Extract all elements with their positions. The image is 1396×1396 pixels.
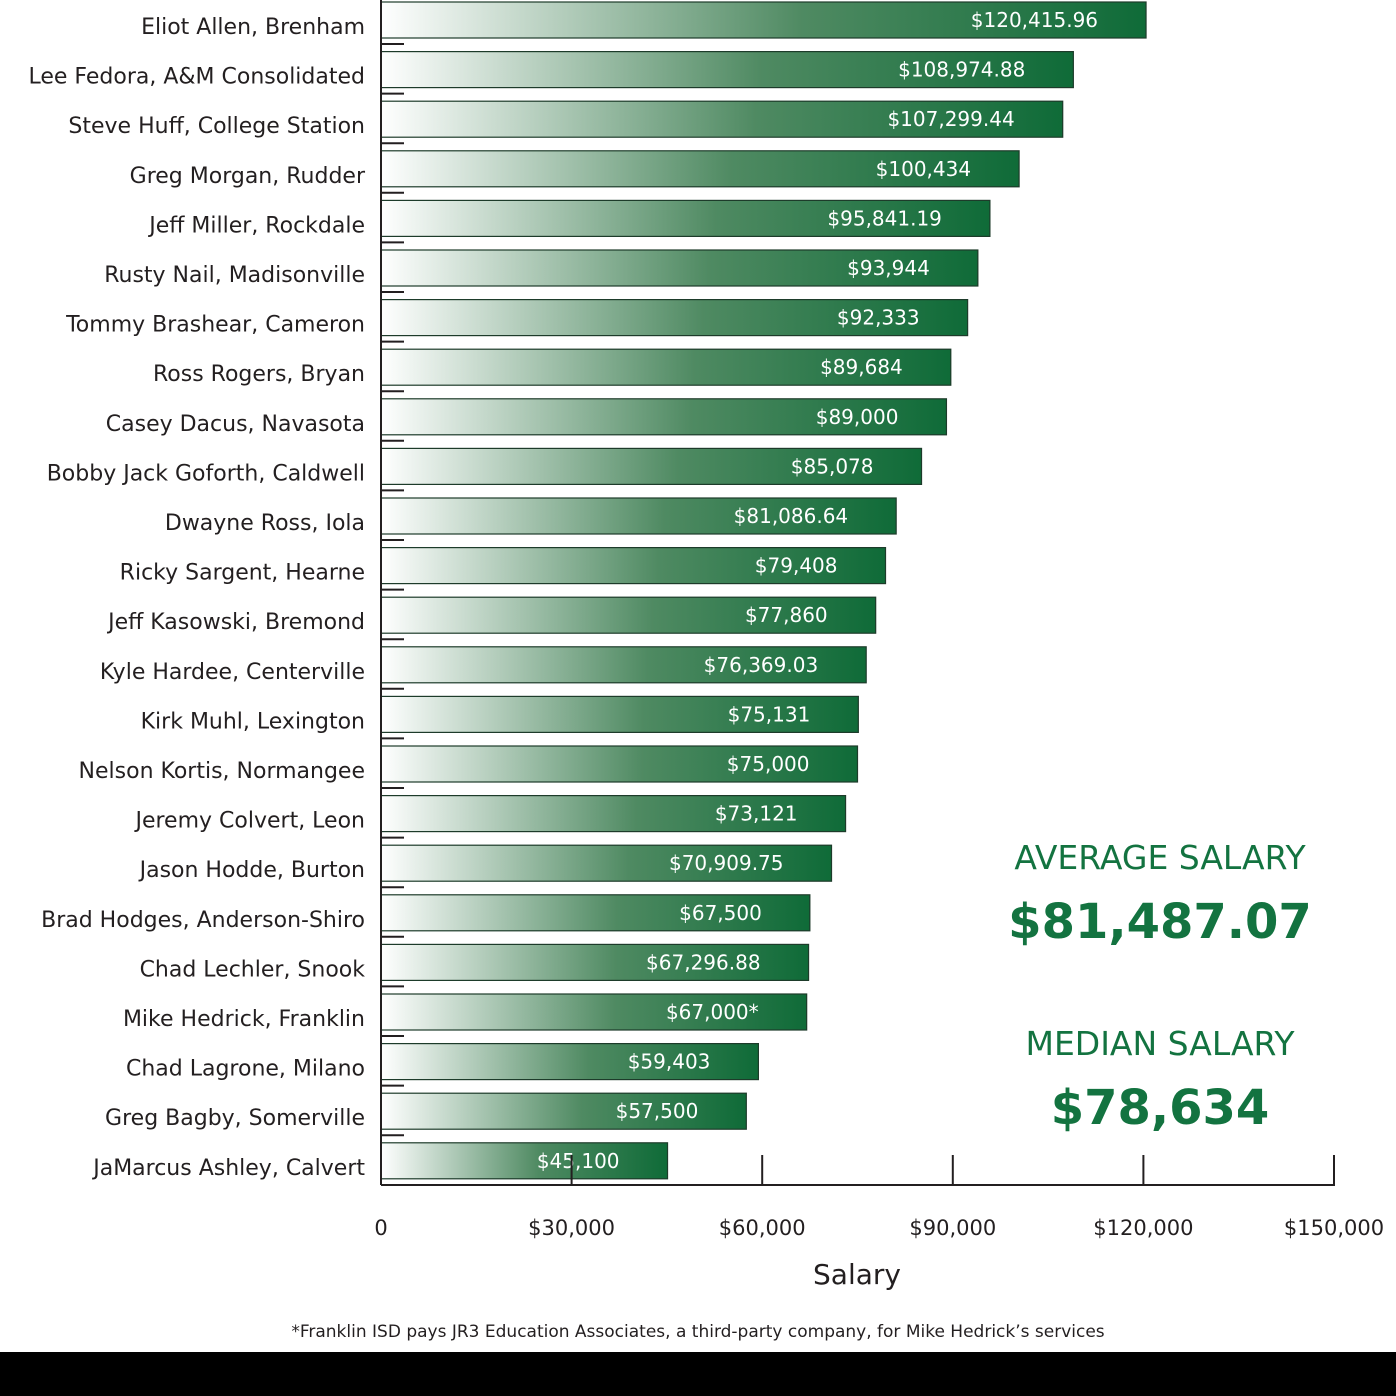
footnote: *Franklin ISD pays JR3 Education Associa… [291, 1322, 1105, 1342]
category-label: Ross Rogers, Bryan [153, 362, 365, 387]
category-label: Dwayne Ross, Iola [165, 511, 365, 536]
x-tick-label: $90,000 [909, 1216, 996, 1240]
bottom-band [0, 1352, 1396, 1396]
bar [380, 894, 811, 932]
median-salary-value: $78,634 [1051, 1080, 1270, 1136]
category-label: Kyle Hardee, Centerville [100, 660, 365, 685]
category-label: Steve Huff, College Station [68, 114, 365, 139]
bar [380, 596, 877, 634]
category-label: Kirk Muhl, Lexington [141, 709, 365, 734]
category-label: Ricky Sargent, Hearne [120, 561, 365, 586]
x-tick-label: 0 [374, 1216, 387, 1240]
bar [380, 447, 923, 485]
category-label: Greg Bagby, Somerville [105, 1106, 365, 1131]
bar [380, 943, 810, 982]
category-label: Lee Fedora, A&M Consolidated [28, 65, 365, 90]
bar-value-label: $85,078 [791, 454, 874, 478]
bar [380, 546, 887, 585]
category-label: Chad Lagrone, Milano [126, 1057, 365, 1082]
category-label: Jeff Kasowski, Bremond [106, 610, 365, 635]
bar-value-label: $76,369.03 [704, 653, 819, 677]
bar-value-label: $89,000 [816, 405, 899, 429]
category-label: JaMarcus Ashley, Calvert [91, 1156, 365, 1181]
bar-value-label: $67,000* [666, 1000, 759, 1024]
category-label: Rusty Nail, Madisonville [104, 263, 365, 288]
bar-value-label: $89,684 [820, 355, 903, 379]
bar-value-label: $120,415.96 [971, 8, 1098, 32]
bar [380, 299, 969, 337]
bar-value-label: $100,434 [876, 157, 971, 181]
bar-value-label: $79,408 [755, 554, 838, 578]
bar-value-label: $67,500 [679, 901, 762, 925]
average-salary-value: $81,487.07 [1008, 894, 1312, 950]
bar [380, 1042, 760, 1081]
bar-value-label: $59,403 [628, 1050, 711, 1074]
x-tick-label: $120,000 [1093, 1216, 1193, 1240]
bar-value-label: $92,333 [837, 306, 920, 330]
category-label: Jason Hodde, Burton [138, 858, 365, 883]
average-salary-title: AVERAGE SALARY [1014, 838, 1306, 877]
bar-value-label: $73,121 [715, 802, 798, 826]
bar-value-label: $45,100 [537, 1149, 620, 1173]
category-label: Nelson Kortis, Normangee [79, 759, 365, 784]
bar [380, 695, 859, 734]
bar [380, 1092, 747, 1130]
median-salary-title: MEDIAN SALARY [1025, 1024, 1295, 1063]
bar-value-label: $108,974.88 [898, 58, 1025, 82]
bar [380, 646, 867, 684]
bar [380, 1, 1147, 39]
bar-value-label: $77,860 [745, 603, 828, 627]
bar-value-label: $93,944 [847, 256, 930, 280]
bar-value-label: $107,299.44 [887, 107, 1014, 131]
bar [380, 497, 897, 535]
category-label: Greg Morgan, Rudder [130, 164, 366, 189]
category-label: Jeremy Colvert, Leon [133, 809, 365, 834]
bar [380, 993, 808, 1031]
bar-value-label: $70,909.75 [669, 851, 784, 875]
bar-value-label: $95,841.19 [827, 206, 942, 230]
bar-value-label: $75,000 [727, 752, 810, 776]
x-tick-label: $60,000 [719, 1216, 806, 1240]
category-label: Mike Hedrick, Franklin [123, 1007, 365, 1032]
bar-value-label: $81,086.64 [734, 504, 849, 528]
bar-value-label: $67,296.88 [646, 950, 761, 974]
bar [380, 50, 1074, 89]
bar [380, 1142, 669, 1180]
category-label: Casey Dacus, Navasota [106, 412, 365, 437]
category-label: Tommy Brashear, Cameron [65, 313, 365, 338]
category-label: Jeff Miller, Rockdale [147, 213, 365, 238]
category-label: Eliot Allen, Brenham [141, 15, 365, 40]
category-label: Chad Lechler, Snook [140, 957, 366, 982]
bar-value-label: $75,131 [728, 702, 811, 726]
bar [380, 199, 991, 237]
x-tick-label: $150,000 [1284, 1216, 1384, 1240]
category-label: Bobby Jack Goforth, Caldwell [47, 461, 365, 486]
bar [380, 100, 1064, 138]
x-tick-label: $30,000 [528, 1216, 615, 1240]
bar-value-label: $57,500 [616, 1099, 699, 1123]
x-axis-title: Salary [813, 1258, 901, 1291]
category-label: Brad Hodges, Anderson-Shiro [41, 908, 365, 933]
bar [380, 150, 1020, 188]
